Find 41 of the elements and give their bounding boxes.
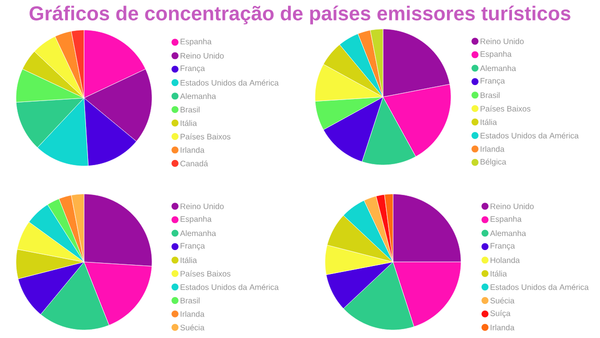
legend-label: Brasil <box>180 298 200 304</box>
legend-label: Canadá <box>180 160 208 166</box>
legend-label: Estados Unidos da América <box>490 284 589 290</box>
legend-label: Países Baixos <box>480 106 530 112</box>
legend-label: Suécia <box>490 297 514 304</box>
legend-label: Irlanda <box>180 310 204 317</box>
legend-label: Alemanha <box>480 65 516 72</box>
legend-label: Reino Unido <box>490 203 534 210</box>
legend-label: França <box>490 243 515 250</box>
chart-title: Gráficos de concentração de países emissores turísticos <box>30 6 570 24</box>
legend-label: Bélgica <box>480 158 506 166</box>
legend-label: França <box>180 243 205 250</box>
legend-label: Irlanda <box>490 324 514 330</box>
legend-label: Países Baixos <box>180 133 230 140</box>
legend-label: Alemanha <box>180 93 216 100</box>
legend-label: Espanha <box>180 38 212 46</box>
legend-label: Espanha <box>490 216 522 224</box>
legend-label: França <box>480 78 505 86</box>
legend-label: Irlanda <box>480 146 504 152</box>
legend-label: Itália <box>180 120 197 126</box>
legend-label: Brasil <box>180 106 200 112</box>
legend-label: Países Baixos <box>180 270 230 277</box>
legend-label: Espanha <box>480 50 512 58</box>
legend-label: Holanda <box>490 257 520 264</box>
legend-label: Suíça <box>490 310 510 318</box>
legend-label: Brasil <box>480 92 500 98</box>
legend-label: Itália <box>480 119 497 126</box>
legend-label: Alemanha <box>180 230 216 236</box>
legend-label: Estados Unidos da América <box>180 80 279 86</box>
legend-label: Estados Unidos da América <box>480 132 579 138</box>
legend-label: Estados Unidos da América <box>180 284 279 290</box>
legend-label: Itália <box>180 257 197 264</box>
legend-label: Alemanha <box>490 230 526 236</box>
legend-label: Reino Unido <box>180 52 224 59</box>
legend-label: Itália <box>490 270 507 277</box>
legend-label: Reino Unido <box>480 38 524 44</box>
legend-label: Espanha <box>180 216 212 224</box>
legend-label: Suécia <box>180 324 204 330</box>
legend-label: Reino Unido <box>180 203 224 210</box>
legend-label: França <box>180 66 205 73</box>
legend-label: Irlanda <box>180 146 204 153</box>
